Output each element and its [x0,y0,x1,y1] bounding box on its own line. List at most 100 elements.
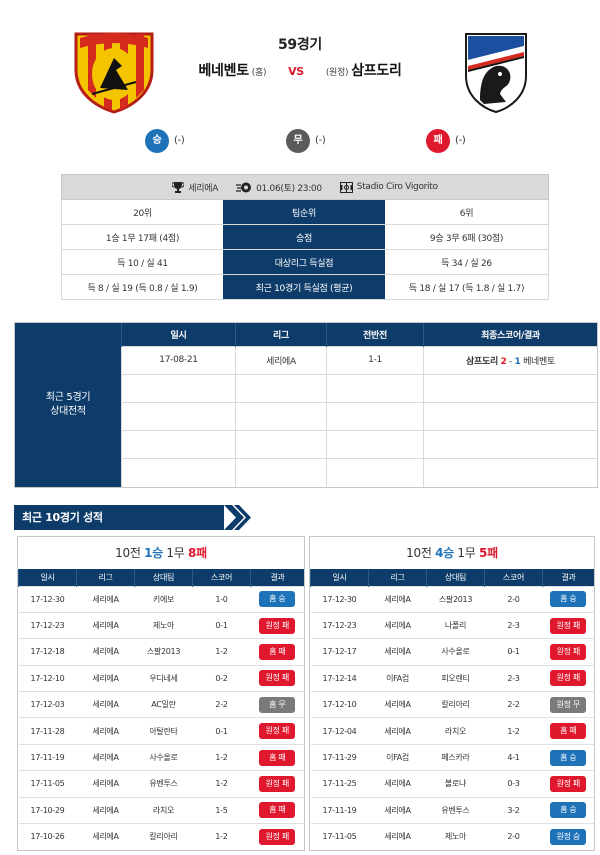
cell-opp: 우디네세 [134,664,193,692]
cell-result: 원정 패 [250,823,304,850]
away-stat: 득 18 / 실 17 (득 1.8 / 실 1.7) [385,275,549,299]
cell-opp: 유벤투스 [134,770,193,798]
cell-league: 세리에A [368,796,427,824]
win-prediction-button[interactable]: 승 [145,129,169,153]
cell-opp: 사수올로 [134,743,193,771]
home-recent-table: 일시 리그 상대팀 스코어 결과 17-12-30 세리에A 키에보 1-0 홈 승 17-12-… [18,569,304,850]
column-header: 일시 [18,569,77,586]
table-row: 17-12-03 세리에A AC밀란 2-2 홈 무 [18,691,304,718]
table-row [121,401,597,431]
cell-league: 세리에A [76,664,135,692]
summary-losses: 8패 [188,546,207,560]
cell-result: 원정 승 [542,823,594,850]
team-compare-table: 세리에A 01.06(토) 23:00 Stadio Ciro Vigorito… [61,174,549,300]
table-row: 17-11-19 세리에A 사수올로 1-2 홈 패 [18,743,304,771]
summary-wins: 1승 [144,546,163,560]
table-row: 17-11-19 세리에A 유벤투스 3-2 홈 승 [310,796,594,824]
cell-result: 원정 패 [250,611,304,639]
column-header: 일시 [310,569,369,586]
h2h-side-label: 최근 5경기 상대전적 [15,323,121,487]
lose-prediction-button[interactable]: 패 [426,129,450,153]
cell-opp: 키에보 [134,585,193,613]
table-row: 17-12-23 세리에A 제노아 0-1 원정 패 [18,611,304,639]
section-banner: 최근 10경기 성적 [14,505,251,530]
draw-prediction-button[interactable]: 무 [286,129,310,153]
cell-league: 세리에A [76,585,135,613]
home-stat: 득 10 / 실 41 [61,250,223,274]
table-row: 17-12-17 세리에A 사수올로 0-1 원정 패 [310,638,594,666]
cell-date: 17-12-03 [18,691,77,718]
cell-opp: 사수올로 [426,638,485,666]
cell-score: 0-1 [484,638,543,666]
cell-league: 세리에A [368,717,427,745]
double-chevron-icon [224,505,251,530]
table-row: 17-12-30 세리에A 키에보 1-0 홈 승 [18,585,304,613]
cell-date: 17-11-19 [310,796,369,824]
cell-result: 홈 패 [250,743,304,771]
cell-result: 원정 패 [542,664,594,692]
summary-prefix: 10전 [406,546,432,560]
stat-label: 대상리그 득실점 [223,250,385,274]
table-row: 17-11-25 세리에A 볼로냐 0-3 원정 패 [310,770,594,798]
ball-icon [236,182,252,192]
section-title: 최근 10경기 성적 [14,505,224,530]
cell-opp: 라치오 [426,717,485,745]
cell-result: 원정 패 [250,664,304,692]
stat-label: 팀순위 [223,200,385,224]
result-badge: 원정 패 [259,828,296,845]
cell-league: 세리에A [76,638,135,666]
cell-score: 1-2 [192,638,251,666]
cell-league: 세리에A [76,717,135,745]
result-badge: 홈 무 [259,696,296,713]
cell-result: 원정 패 [542,638,594,666]
cell-date: 17-12-17 [310,638,369,666]
table-row: 17-11-05 세리에A 제노아 2-0 원정 승 [310,823,594,850]
h2h-score-a: 2 [500,356,507,367]
cell-score: 0-1 [192,611,251,639]
cell-date: 17-12-14 [310,664,369,692]
away-recent-summary: 10전 4승 1무 5패 [310,537,594,569]
cell-league: 세리에A [368,638,427,666]
cell-score: 1-2 [192,743,251,771]
cell-opp: 제노아 [134,611,193,639]
cell-result: 원정 패 [542,611,594,639]
draw-prediction-value: (-) [315,135,326,146]
h2h-league: 세리에A [235,345,327,375]
cell-date: 17-12-23 [310,611,369,639]
compare-row: 1승 1무 17패 (4점) 승점 9승 3무 6패 (30점) [61,225,549,250]
result-badge: 원정 패 [259,775,296,792]
cell-date: 17-11-25 [310,770,369,798]
cell-league: 세리에A [76,796,135,824]
cell-league: 세리에A [368,585,427,613]
cell-opp: 칼리아리 [134,823,193,850]
summary-draws: 1무 [457,546,476,560]
table-row: 17-10-26 세리에A 칼리아리 1-2 원정 패 [18,823,304,850]
cell-score: 0-2 [192,664,251,692]
cell-league: 세리에A [368,691,427,718]
result-badge: 원정 패 [259,617,296,634]
cell-result: 홈 승 [542,743,594,771]
result-badge: 홈 승 [550,591,587,608]
stadium-name: Stadio Ciro Vigorito [356,182,438,192]
result-badge: 원정 패 [550,643,587,660]
table-row: 17-11-29 이FA컵 페스카라 4-1 홈 승 [310,743,594,771]
h2h-header-half: 전반전 [326,323,424,346]
result-badge: 원정 패 [259,670,296,687]
cell-date: 17-12-04 [310,717,369,745]
cell-score: 4-1 [484,743,543,771]
away-stat: 6위 [385,200,549,224]
stadium-icon [339,181,353,193]
cell-league: 세리에A [76,770,135,798]
cell-date: 17-11-05 [18,770,77,798]
cell-date: 17-12-10 [18,664,77,692]
cell-opp: 볼로냐 [426,770,485,798]
h2h-dash: - [509,356,512,367]
h2h-table: 일시 리그 전반전 최종스코어/결과 17-08-21 세리에A 1-1 삼프도… [121,323,597,487]
cell-date: 17-12-23 [18,611,77,639]
cell-opp: 스팔2013 [426,585,485,613]
h2h-header-date: 일시 [121,323,236,346]
compare-row: 20위 팀순위 6위 [61,200,549,225]
table-row: 17-12-14 이FA컵 피오렌티 2-3 원정 패 [310,664,594,692]
cell-date: 17-11-28 [18,717,77,745]
compare-row: 득 8 / 실 19 (득 0.8 / 실 1.9) 최근 10경기 득실점 (… [61,275,549,300]
